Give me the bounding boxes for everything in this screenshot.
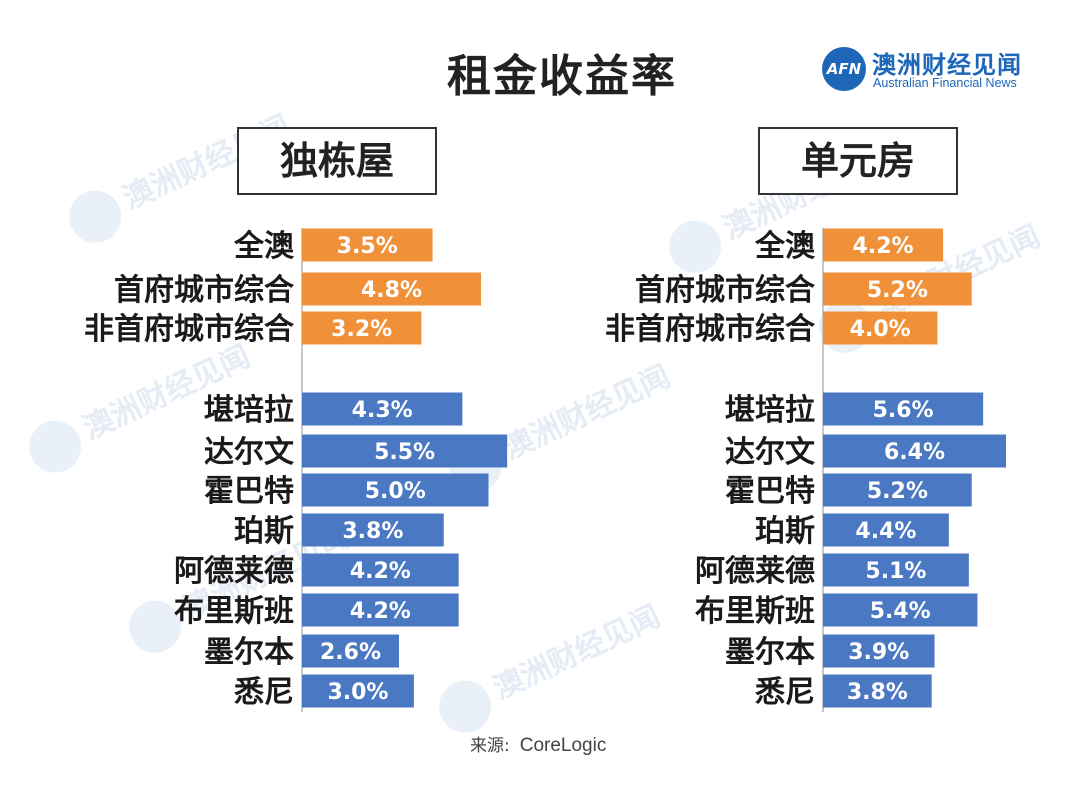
unit-value-label: 5.6% bbox=[873, 398, 934, 423]
unit-value-label: 5.2% bbox=[867, 479, 928, 504]
house-value-label: 2.6% bbox=[320, 640, 381, 665]
house-chart-heading: 独栋屋 bbox=[237, 127, 437, 195]
house-category-label: 霍巴特 bbox=[204, 474, 294, 509]
house-category-label: 墨尔本 bbox=[204, 635, 294, 670]
house-category-label: 达尔文 bbox=[204, 435, 294, 470]
house-category-label: 布里斯班 bbox=[174, 594, 294, 629]
unit-category-label: 布里斯班 bbox=[695, 594, 815, 629]
house-category-label: 非首府城市综合 bbox=[84, 312, 294, 347]
unit-bar bbox=[823, 272, 972, 306]
house-value-label: 4.3% bbox=[352, 398, 413, 423]
unit-category-label: 堪培拉 bbox=[725, 393, 815, 428]
unit-bar bbox=[823, 434, 1007, 468]
unit-bar bbox=[823, 392, 984, 426]
unit-category-label: 墨尔本 bbox=[725, 635, 815, 670]
unit-bar bbox=[823, 634, 935, 668]
unit-category-label: 达尔文 bbox=[725, 435, 815, 470]
house-value-label: 4.8% bbox=[361, 278, 422, 303]
house-bar bbox=[302, 311, 422, 345]
unit-value-label: 4.0% bbox=[850, 317, 911, 342]
house-value-label: 3.0% bbox=[327, 680, 388, 705]
unit-value-label: 4.4% bbox=[855, 519, 916, 544]
unit-category-label: 全澳 bbox=[754, 229, 816, 264]
house-bar bbox=[302, 272, 482, 306]
source-note: 来源: CoreLogic bbox=[470, 731, 606, 757]
brand-logo: AFN 澳洲财经见闻 Australian Financial News bbox=[822, 45, 1032, 95]
page-title: 租金收益率 bbox=[447, 51, 677, 102]
house-bar bbox=[302, 513, 444, 547]
unit-value-label: 3.8% bbox=[847, 680, 908, 705]
unit-value-label: 5.2% bbox=[867, 278, 928, 303]
house-bar bbox=[302, 392, 463, 426]
unit-chart-heading: 单元房 bbox=[758, 127, 958, 195]
house-bar bbox=[302, 593, 459, 627]
house-value-label: 3.2% bbox=[331, 317, 392, 342]
house-value-label: 5.0% bbox=[365, 479, 426, 504]
house-value-label: 4.2% bbox=[350, 599, 411, 624]
unit-value-label: 5.1% bbox=[865, 559, 926, 584]
unit-category-label: 霍巴特 bbox=[725, 474, 815, 509]
unit-bar bbox=[823, 513, 949, 547]
unit-bar bbox=[823, 473, 972, 507]
house-bar bbox=[302, 553, 459, 587]
unit-bar bbox=[823, 553, 969, 587]
house-value-label: 4.2% bbox=[350, 559, 411, 584]
unit-category-label: 悉尼 bbox=[755, 675, 815, 710]
house-bar bbox=[302, 634, 399, 668]
house-bar bbox=[302, 674, 414, 708]
unit-category-label: 珀斯 bbox=[755, 514, 815, 549]
house-category-label: 全澳 bbox=[233, 229, 295, 264]
unit-bar bbox=[823, 593, 978, 627]
unit-category-label: 首府城市综合 bbox=[635, 273, 815, 308]
house-bar bbox=[302, 473, 489, 507]
unit-value-label: 5.4% bbox=[870, 599, 931, 624]
unit-bar bbox=[823, 311, 938, 345]
source-name: CoreLogic bbox=[519, 735, 607, 756]
unit-bar bbox=[823, 228, 944, 262]
unit-value-label: 4.2% bbox=[853, 234, 914, 259]
house-category-label: 首府城市综合 bbox=[114, 273, 294, 308]
house-value-label: 5.5% bbox=[374, 440, 435, 465]
house-category-label: 堪培拉 bbox=[204, 393, 294, 428]
house-value-label: 3.8% bbox=[342, 519, 403, 544]
house-bar bbox=[302, 434, 508, 468]
unit-value-label: 3.9% bbox=[848, 640, 909, 665]
house-category-label: 阿德莱德 bbox=[174, 554, 294, 589]
house-category-label: 珀斯 bbox=[234, 514, 294, 549]
logo-name-cn: 澳洲财经见闻 bbox=[872, 51, 1022, 79]
logo-name-en: Australian Financial News bbox=[873, 76, 1017, 90]
house-category-label: 悉尼 bbox=[234, 675, 294, 710]
house-bar bbox=[302, 228, 433, 262]
source-label: 来源: bbox=[470, 736, 510, 756]
unit-value-label: 6.4% bbox=[884, 440, 945, 465]
afn-logo-icon: AFN bbox=[822, 47, 866, 91]
house-value-label: 3.5% bbox=[337, 234, 398, 259]
unit-category-label: 非首府城市综合 bbox=[605, 312, 815, 347]
unit-category-label: 阿德莱德 bbox=[695, 554, 815, 589]
unit-bar bbox=[823, 674, 932, 708]
